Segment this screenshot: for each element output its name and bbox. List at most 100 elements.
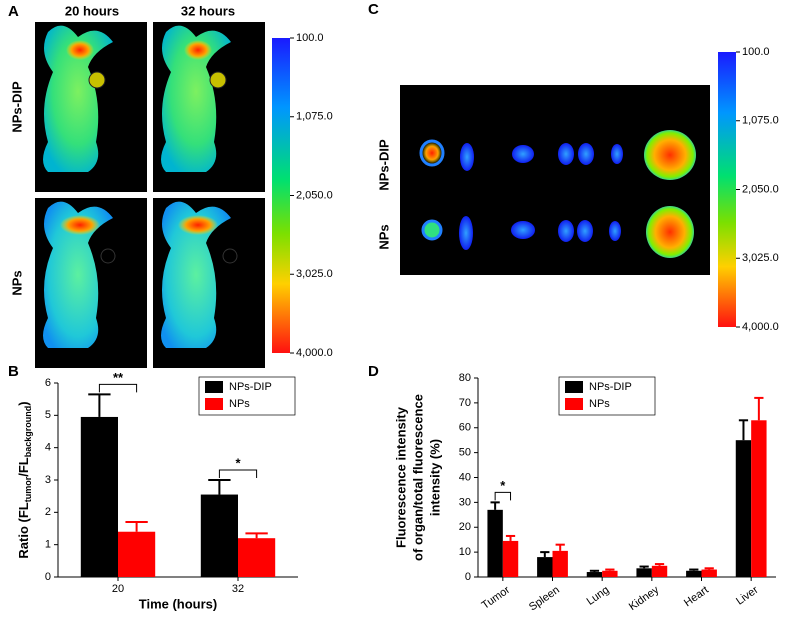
significance-label: ** <box>113 370 124 385</box>
y-tick-label: 2 <box>45 506 51 518</box>
x-tick-label: Kidney <box>627 584 662 613</box>
y-axis-label: of organ/total fluorescence <box>410 394 425 561</box>
x-tick-label: Liver <box>734 584 761 608</box>
tumor-circle <box>222 248 238 264</box>
organ <box>577 220 593 242</box>
x-tick-label: 20 <box>112 583 124 595</box>
y-tick-label: 1 <box>45 539 51 551</box>
y-tick-label: 30 <box>459 496 471 508</box>
y-axis-label-part: ) <box>16 401 31 405</box>
y-axis-label-part: tumor <box>23 476 33 502</box>
column-header: 20 hours <box>65 3 119 18</box>
colorbar-label: 1,075.0 <box>296 111 333 123</box>
organ-label: Spleen <box>459 94 493 106</box>
y-axis-label-part: background <box>23 406 33 458</box>
x-tick-label: 32 <box>232 583 244 595</box>
colorbar-label: 3,025.0 <box>742 252 779 264</box>
row-label: NPs-DIP <box>9 81 24 133</box>
panel-a-images <box>35 22 265 368</box>
organ <box>421 219 443 241</box>
legend-label: NPs-DIP <box>229 381 272 393</box>
y-tick-label: 60 <box>459 422 471 434</box>
organ <box>558 143 574 165</box>
hotspot <box>60 215 100 235</box>
bar <box>552 550 568 577</box>
organ <box>512 145 534 163</box>
hotspot <box>178 215 218 235</box>
bar <box>686 570 702 577</box>
organ <box>611 144 623 164</box>
organ <box>460 143 474 171</box>
y-tick-label: 0 <box>465 571 471 583</box>
organ-label: Heart <box>609 94 636 106</box>
bar <box>200 494 238 577</box>
bar <box>651 565 668 577</box>
panel-c-image <box>400 85 710 275</box>
organ-label: Tumor <box>407 94 439 106</box>
tumor-circle <box>88 71 106 89</box>
y-axis-label: Fluorescence intensity <box>393 406 408 548</box>
column-header: 32 hours <box>181 3 235 18</box>
colorbar-label: 2,050.0 <box>742 183 779 195</box>
organ-label: Liver <box>655 94 679 106</box>
bar <box>751 420 767 577</box>
x-tick-label: Tumor <box>480 584 513 612</box>
organ <box>419 139 445 167</box>
y-tick-label: 70 <box>459 397 471 409</box>
significance-bracket <box>494 491 512 501</box>
y-tick-label: 0 <box>45 571 51 583</box>
y-tick-label: 80 <box>459 372 471 384</box>
bar <box>586 572 603 577</box>
y-axis-label-part: Ratio (FL <box>16 502 31 558</box>
row-label: NPs <box>376 224 391 249</box>
y-tick-label: 50 <box>459 447 471 459</box>
bar <box>118 531 156 577</box>
significance-bracket <box>98 383 138 393</box>
colorbar-label: 100.0 <box>296 32 324 44</box>
legend-label: NPs <box>589 398 610 410</box>
row-label: NPs <box>9 270 24 295</box>
panel-letter: D <box>368 363 379 380</box>
legend-swatch <box>205 381 223 393</box>
organ <box>578 143 594 165</box>
colorbar-label: 3,025.0 <box>296 268 333 280</box>
colorbar-label: 4,000.0 <box>742 321 779 333</box>
hotspot <box>184 40 212 60</box>
bar <box>636 568 652 577</box>
legend-swatch <box>565 381 583 393</box>
tumor-circle <box>100 248 116 264</box>
bar <box>537 557 553 577</box>
x-tick-label: Heart <box>682 584 711 609</box>
y-tick-label: 3 <box>45 474 51 486</box>
colorbar <box>272 38 290 353</box>
significance-label: * <box>500 478 506 493</box>
legend-label: NPs-DIP <box>589 381 632 393</box>
panel-letter: C <box>368 1 379 18</box>
y-tick-label: 10 <box>459 546 471 558</box>
bar <box>487 509 503 577</box>
colorbar-label: 4,000.0 <box>296 347 333 359</box>
organ-label: Lung <box>515 94 539 106</box>
x-tick-label: Spleen <box>527 584 562 613</box>
colorbar-label: 100.0 <box>742 46 770 58</box>
y-tick-label: 5 <box>45 409 51 421</box>
organ <box>558 220 574 242</box>
tumor-circle <box>209 71 227 89</box>
legend-box <box>198 376 296 416</box>
bar <box>80 416 118 577</box>
hotspot <box>66 40 94 60</box>
legend-swatch <box>205 398 223 410</box>
organ <box>646 206 694 258</box>
y-tick-label: 6 <box>45 377 51 389</box>
organ <box>422 142 442 164</box>
organ <box>459 216 473 250</box>
colorbar-label: 2,050.0 <box>296 189 333 201</box>
colorbar-label: 1,075.0 <box>742 115 779 127</box>
legend-label: NPs <box>229 398 250 410</box>
x-axis-label: Time (hours) <box>139 596 218 611</box>
organ-label: Kidney <box>562 94 596 106</box>
y-tick-label: 4 <box>45 442 51 454</box>
panel-letter: A <box>8 3 19 20</box>
